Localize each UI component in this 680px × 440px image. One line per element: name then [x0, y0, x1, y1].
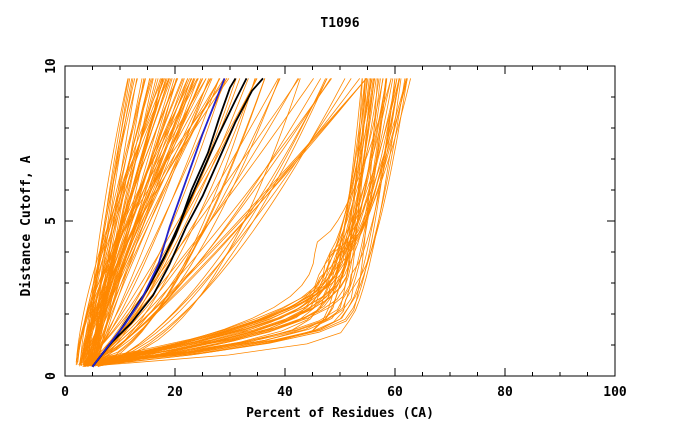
model-line: [91, 78, 249, 363]
model-line: [97, 78, 346, 363]
highlight-line-black: [91, 77, 264, 368]
model-line: [102, 78, 384, 362]
model-line: [103, 78, 375, 361]
model-line: [92, 78, 131, 367]
model-line: [76, 78, 168, 365]
x-axis-label: Percent of Residues (CA): [246, 406, 434, 421]
model-line: [83, 78, 363, 364]
model-line: [87, 78, 138, 361]
model-line: [96, 78, 195, 363]
model-line: [92, 78, 225, 365]
model-line: [91, 78, 279, 367]
model-line: [81, 78, 408, 366]
y-tick-label: 10: [44, 58, 59, 74]
model-line: [92, 78, 396, 364]
model-line: [90, 78, 328, 367]
model-line: [76, 78, 198, 362]
model-line: [85, 78, 185, 364]
x-tick-label: 40: [277, 385, 293, 400]
model-line: [75, 78, 170, 366]
y-axis-label: Distance Cutoff, A: [19, 155, 34, 297]
model-line: [96, 78, 366, 366]
model-line: [83, 78, 332, 367]
model-line: [80, 78, 230, 365]
model-line: [88, 78, 150, 365]
model-line: [86, 78, 220, 365]
axes: 0 20 40 60 80 100 0 5 10: [44, 58, 627, 400]
model-line: [79, 78, 143, 366]
series-lines: [75, 77, 411, 368]
highlight-line-blue: [91, 78, 226, 368]
model-line: [82, 78, 258, 367]
model-line: [98, 78, 400, 367]
model-line: [84, 78, 280, 362]
model-line: [86, 78, 226, 362]
model-line: [87, 78, 129, 362]
model-line: [88, 78, 183, 365]
model-line: [83, 78, 326, 367]
model-line: [83, 78, 322, 365]
x-tick-label: 80: [497, 385, 513, 400]
x-tick-label: 100: [603, 385, 627, 400]
model-line: [84, 78, 388, 367]
x-tick-label: 20: [167, 385, 183, 400]
model-line: [86, 78, 401, 363]
model-line: [94, 78, 237, 364]
model-line: [94, 78, 204, 361]
model-line: [84, 78, 396, 363]
model-line: [97, 78, 381, 367]
model-line: [91, 78, 202, 365]
model-line: [80, 78, 192, 366]
model-line: [95, 78, 367, 363]
x-tick-label: 60: [387, 385, 403, 400]
chart-title: T1096: [320, 16, 360, 31]
model-line: [96, 78, 398, 364]
model-line: [83, 78, 408, 364]
y-tick-label: 0: [44, 372, 59, 380]
y-tick-label: 5: [44, 217, 59, 225]
model-line: [84, 78, 361, 366]
model-line: [85, 78, 161, 366]
model-line: [82, 78, 384, 363]
model-line: [96, 78, 394, 363]
model-line: [96, 78, 400, 363]
model-line: [84, 78, 300, 364]
model-line: [80, 78, 146, 367]
model-line: [83, 78, 281, 367]
model-line: [77, 78, 165, 363]
model-line: [84, 78, 398, 364]
model-line: [92, 78, 145, 361]
model-line: [101, 78, 366, 363]
model-line: [98, 78, 392, 363]
x-tick-label: 0: [61, 385, 69, 400]
